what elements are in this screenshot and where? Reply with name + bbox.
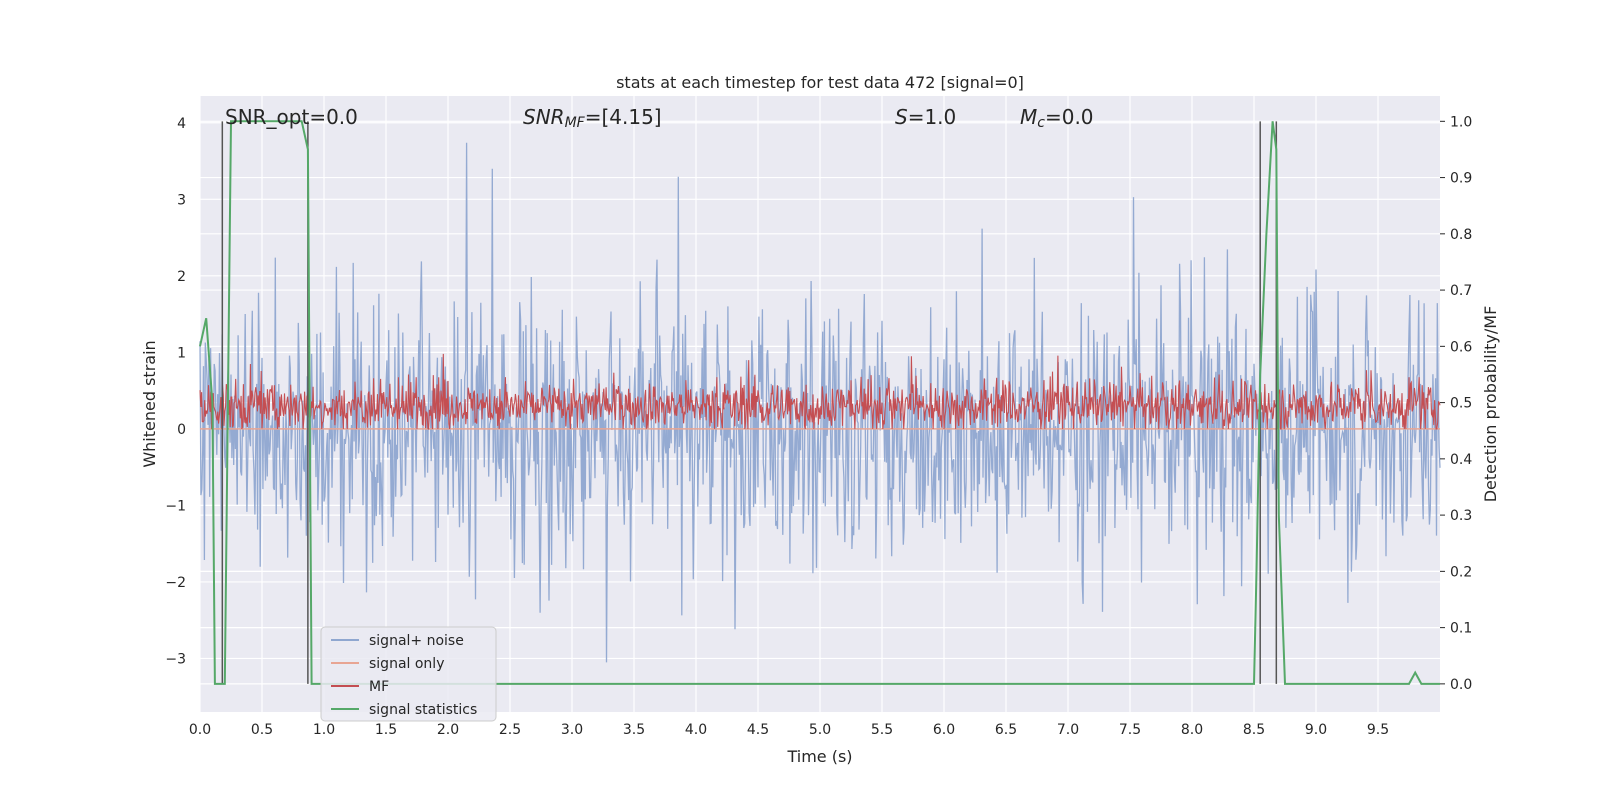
- legend-label-signal-statistics: signal statistics: [369, 702, 477, 718]
- y-tick-label-left: −2: [165, 575, 186, 591]
- annotation-snr-mf: SNRMF=[4.15]: [523, 105, 662, 131]
- y-tick-label-right: 0.3: [1450, 508, 1472, 524]
- y-tick-label-right: 0.5: [1450, 396, 1472, 412]
- x-tick-label: 3.0: [561, 722, 583, 738]
- x-tick-label: 4.5: [747, 722, 769, 738]
- y-axis-label-left: Whitened strain: [140, 340, 159, 467]
- chart-title: stats at each timestep for test data 472…: [616, 73, 1024, 92]
- x-tick-label: 8.0: [1181, 722, 1203, 738]
- y-tick-label-left: 0: [177, 422, 186, 438]
- series-signal-noise-line: [199, 142, 1441, 663]
- legend-label-mf: MF: [369, 679, 389, 695]
- x-tick-label: 4.0: [685, 722, 707, 738]
- x-tick-label: 8.5: [1243, 722, 1265, 738]
- y-tick-label-right: 1.0: [1450, 114, 1472, 130]
- annotation-mc: Mc=0.0: [1020, 105, 1094, 131]
- y-ticks-left: −3 −2 −1 0 1 2 3 4: [165, 116, 186, 668]
- x-ticks: 0.0 0.5 1.0 1.5 2.0 2.5 3.0 3.5 4.0 4.5 5.0 5.5 6.0 6…: [189, 722, 1389, 738]
- x-tick-label: 5.5: [871, 722, 893, 738]
- annotations: SNR_opt=0.0 SNRMF=[4.15] S=1.0 Mc=0.0: [225, 105, 1094, 131]
- y-tick-label-right: 0.9: [1450, 171, 1472, 187]
- y-tick-label-right: 0.2: [1450, 564, 1472, 580]
- y-tick-label-right: 0.1: [1450, 621, 1472, 637]
- x-tick-label: 5.0: [809, 722, 831, 738]
- y-ticks-right: 0.0 0.1 0.2 0.3 0.4 0.5 0.6 0.7 0.8 0.9 1.0: [1440, 114, 1472, 693]
- y-axis-label-right: Detection probability/MF: [1481, 306, 1500, 503]
- x-tick-label: 1.0: [313, 722, 335, 738]
- y-tick-label-right: 0.8: [1450, 227, 1472, 243]
- y-tick-label-left: 2: [177, 269, 186, 285]
- y-tick-label-left: −3: [165, 651, 186, 667]
- y-tick-label-left: 3: [177, 192, 186, 208]
- legend-label-signal-only: signal only: [369, 656, 444, 672]
- y-tick-label-left: 1: [177, 345, 186, 361]
- x-tick-label: 0.0: [189, 722, 211, 738]
- x-tick-label: 9.0: [1305, 722, 1327, 738]
- x-tick-label: 7.5: [1119, 722, 1141, 738]
- x-axis-label: Time (s): [786, 747, 852, 766]
- annotation-s: S=1.0: [895, 105, 956, 129]
- x-tick-label: 9.5: [1367, 722, 1389, 738]
- annotation-snr-opt: SNR_opt=0.0: [225, 105, 358, 129]
- y-tick-label-left: −1: [165, 498, 186, 514]
- y-tick-label-right: 0.0: [1450, 677, 1472, 693]
- x-tick-label: 2.5: [499, 722, 521, 738]
- x-tick-label: 2.0: [437, 722, 459, 738]
- x-tick-label: 3.5: [623, 722, 645, 738]
- x-tick-label: 6.5: [995, 722, 1017, 738]
- legend-box: [320, 626, 497, 722]
- x-tick-label: 7.0: [1057, 722, 1079, 738]
- x-tick-label: 1.5: [375, 722, 397, 738]
- series-signal-statistics-line: [199, 120, 1440, 685]
- y-tick-label-left: 4: [177, 116, 186, 132]
- x-tick-label: 6.0: [933, 722, 955, 738]
- y-tick-label-right: 0.7: [1450, 283, 1472, 299]
- series-layer: [199, 120, 1441, 685]
- legend-label-signal-noise: signal+ noise: [369, 633, 464, 649]
- y-tick-label-right: 0.4: [1450, 452, 1472, 468]
- x-tick-label: 0.5: [251, 722, 273, 738]
- series-mf-line: [199, 353, 1441, 431]
- legend: signal+ noise signal only MF signal stat…: [320, 626, 497, 722]
- y-tick-label-right: 0.6: [1450, 339, 1472, 355]
